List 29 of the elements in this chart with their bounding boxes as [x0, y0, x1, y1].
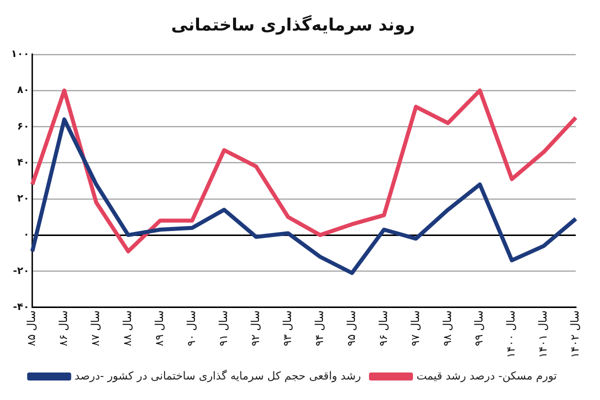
x-tick-label: سال ۹۱ [216, 310, 230, 346]
x-tick-label: سال ۹۹ [472, 310, 486, 346]
x-tick-label: سال ۱۴۰۰ [504, 310, 518, 358]
x-tick-label: سال ۹۳ [280, 310, 294, 346]
y-tick-label: ۶۰ [17, 121, 30, 132]
chart-title: روند سرمایه‌گذاری ساختمانی [171, 14, 415, 36]
legend-label: تورم مسکن- درصد رشد قیمت [416, 369, 557, 382]
x-tick-label: سال ۹۶ [376, 310, 390, 346]
x-tick-label: سال ۹۷ [408, 310, 422, 346]
y-tick-label: ۴۰ [17, 157, 30, 168]
x-tick-label: سال ۹۰ [185, 310, 198, 346]
y-tick-label: -۴۰ [12, 302, 30, 313]
x-tick-label: سال ۸۶ [57, 310, 70, 346]
x-tick-label: سال ۸۹ [153, 310, 166, 346]
y-tick-label: ۰ [23, 230, 30, 241]
x-tick-label: سال ۹۲ [248, 310, 262, 346]
y-tick-label: -۲۰ [12, 266, 30, 277]
x-tick-label: سال ۱۴۰۲ [568, 310, 582, 358]
x-tick-label: سال ۸۷ [89, 310, 102, 346]
x-tick-label: سال ۸۸ [121, 310, 134, 346]
x-tick-label: سال ۹۴ [312, 310, 326, 346]
legend-label: رشد واقعی حجم کل سرمایه گذاری ساختمانی در کشور -درصد [74, 369, 361, 382]
x-tick-label: سال ۹۵ [344, 310, 358, 346]
x-tick-label: سال ۸۵ [25, 310, 38, 346]
y-tick-label: ۲۰ [17, 194, 30, 205]
x-tick-label: سال ۱۴۰۱ [536, 310, 550, 358]
y-tick-label: ۸۰ [17, 85, 30, 96]
x-tick-label: سال ۹۸ [440, 310, 454, 346]
y-tick-label: ۱۰۰ [11, 48, 30, 60]
